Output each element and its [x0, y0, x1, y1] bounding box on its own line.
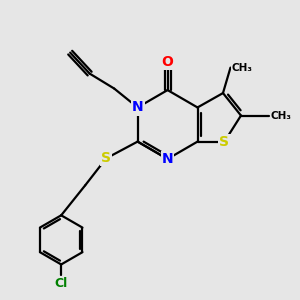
Text: Cl: Cl — [55, 277, 68, 290]
Text: S: S — [101, 152, 111, 165]
Text: N: N — [132, 100, 143, 115]
Text: CH₃: CH₃ — [271, 110, 292, 121]
Text: S: S — [220, 135, 230, 148]
Text: N: N — [162, 152, 173, 166]
Text: CH₃: CH₃ — [232, 63, 253, 73]
Text: O: O — [162, 55, 173, 69]
